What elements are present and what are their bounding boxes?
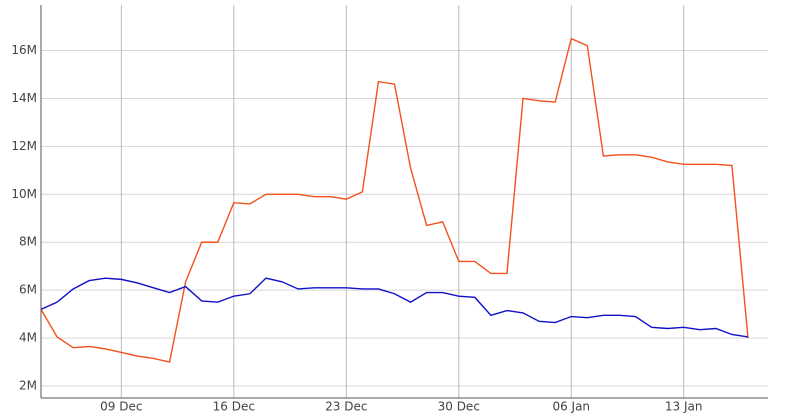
x-tick-label: 09 Dec <box>100 400 142 413</box>
x-tick-label: 30 Dec <box>438 400 480 413</box>
x-tick-label: 06 Jan <box>552 400 590 413</box>
y-tick-label: 4M <box>19 331 37 345</box>
x-tick-label: 13 Jan <box>665 400 703 413</box>
y-tick-label: 2M <box>19 379 37 393</box>
y-tick-label: 16M <box>11 43 37 57</box>
line-series <box>40 277 749 338</box>
y-tick-label: 10M <box>11 187 37 201</box>
y-tick-label: 12M <box>11 139 37 153</box>
y-tick-label: 8M <box>19 235 37 249</box>
x-tick-label: 23 Dec <box>325 400 367 413</box>
line-series <box>40 37 749 363</box>
x-tick-label: 16 Dec <box>213 400 255 413</box>
y-tick-label: 6M <box>19 283 37 297</box>
y-tick-label: 14M <box>11 91 37 105</box>
